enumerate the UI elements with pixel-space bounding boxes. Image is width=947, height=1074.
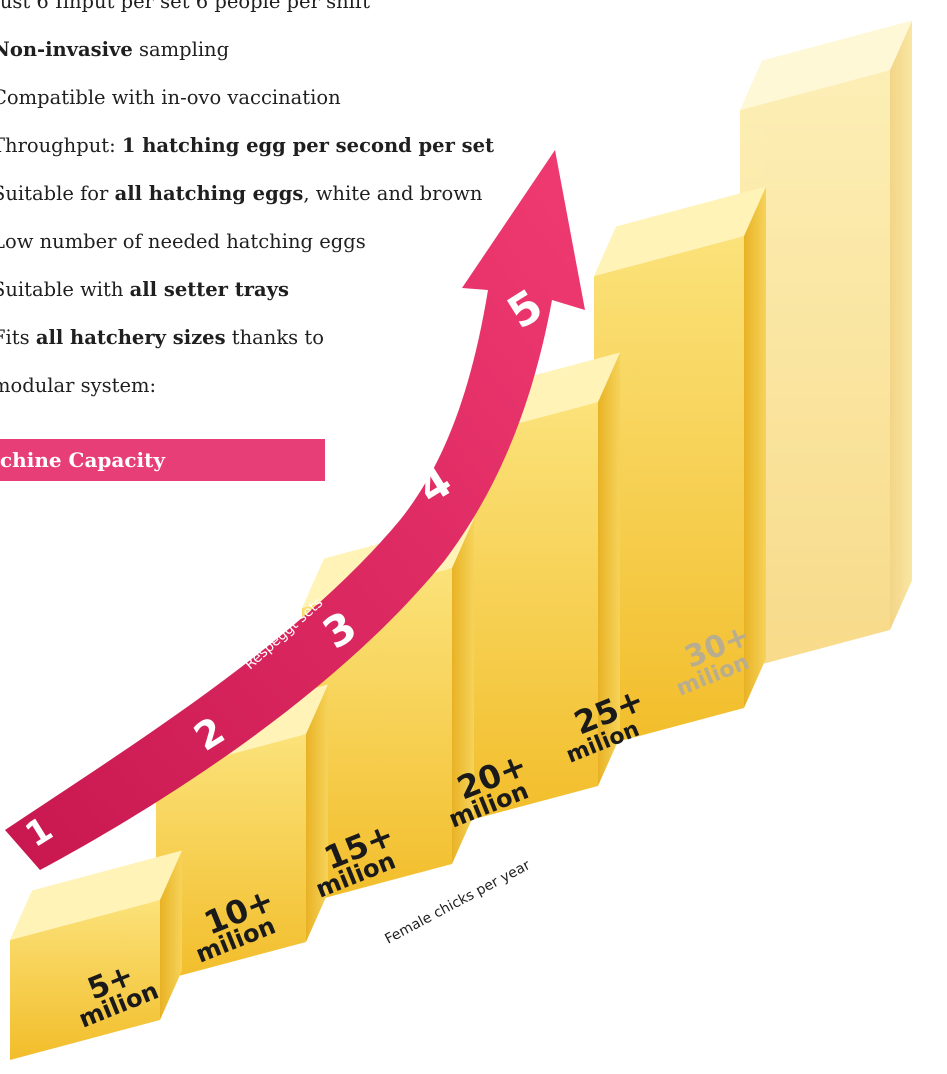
feature-item: Low number of needed hatching eggs xyxy=(0,218,494,266)
feature-text: all hatching eggs xyxy=(114,182,304,205)
arrow-band xyxy=(5,150,585,870)
feature-list: Just 6 Iinput per set 6 people per shift… xyxy=(0,0,494,410)
bar-front xyxy=(10,900,160,1060)
feature-item: Throughput: 1 hatching egg per second pe… xyxy=(0,122,494,170)
machine-capacity-banner: chine Capacity xyxy=(0,439,325,481)
feature-text: input per set 6 people per shift xyxy=(62,0,370,13)
feature-text: modular system: xyxy=(0,374,157,397)
bar xyxy=(740,20,912,670)
feature-item: Just 6 Iinput per set 6 people per shift xyxy=(0,0,494,26)
feature-item: Non-invasive sampling xyxy=(0,26,494,74)
feature-item: Suitable for all hatching eggs, white an… xyxy=(0,170,494,218)
feature-text: thanks to xyxy=(225,326,324,349)
bar-front xyxy=(740,70,890,670)
feature-item: Fits all hatchery sizes thanks to xyxy=(0,314,494,362)
bar-side xyxy=(306,684,328,942)
feature-text: Throughput: xyxy=(0,134,122,157)
bar-top xyxy=(594,186,766,276)
bar-side xyxy=(452,518,474,864)
feature-text: all setter trays xyxy=(129,278,289,301)
feature-text: Suitable for xyxy=(0,182,115,205)
bars-group: 5+milion10+milion15+milion20+milion25+mi… xyxy=(10,20,912,1060)
feature-text: Compatible with in-ovo vaccination xyxy=(0,86,341,109)
bar-top xyxy=(740,20,912,110)
bar xyxy=(448,352,620,826)
feature-text: 1 hatching egg per second per set xyxy=(121,134,495,157)
bar-front xyxy=(156,734,306,982)
feature-text: Low number of needed hatching eggs xyxy=(0,230,366,253)
bar-side xyxy=(598,352,620,786)
feature-text: Fits xyxy=(0,326,30,349)
feature-item: Suitable with all setter trays xyxy=(0,266,494,314)
bar xyxy=(594,186,766,748)
feature-item: modular system: xyxy=(0,362,494,410)
feature-text: Just 6 I xyxy=(0,0,63,13)
bar-top xyxy=(10,850,182,940)
feature-text: Non-invasive xyxy=(0,38,133,61)
feature-text: Suitable with xyxy=(0,278,130,301)
feature-text: , white and brown xyxy=(303,182,483,205)
bar-front xyxy=(594,236,744,748)
bar-front xyxy=(448,402,598,826)
bar xyxy=(10,850,182,1060)
bar-side xyxy=(160,850,182,1020)
bar-side xyxy=(744,186,766,708)
feature-text: sampling xyxy=(132,38,230,61)
bar-side xyxy=(890,20,912,630)
feature-item: Compatible with in-ovo vaccination xyxy=(0,74,494,122)
feature-text: all hatchery sizes xyxy=(35,326,226,349)
